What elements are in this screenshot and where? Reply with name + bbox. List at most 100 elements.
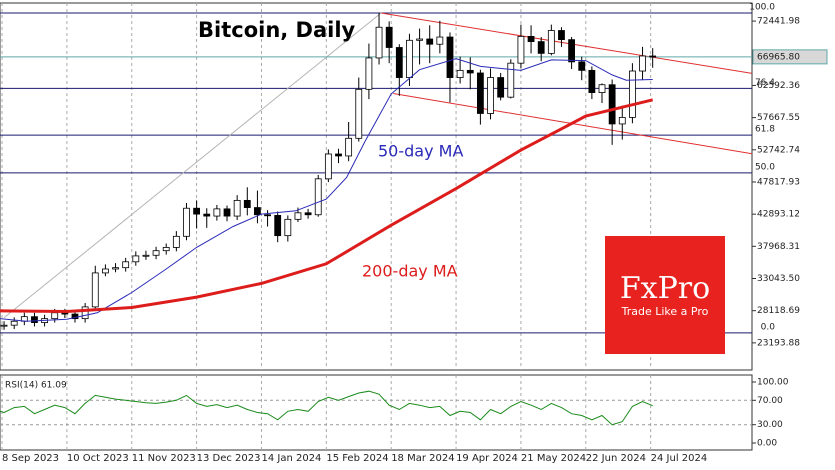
candle-body	[578, 61, 586, 71]
rsi-title: RSI(14) 61.09	[5, 381, 67, 391]
candle-body	[598, 84, 606, 93]
candle-body	[365, 57, 373, 90]
candle-body	[558, 30, 565, 41]
candle-body	[385, 26, 393, 48]
moving-average	[0, 98, 654, 314]
logo-box	[605, 236, 725, 354]
candle-body	[223, 208, 231, 217]
candle-body	[456, 69, 464, 78]
candle-body	[193, 207, 201, 215]
candle-body	[355, 88, 363, 139]
candle-body	[649, 55, 657, 58]
candle-body	[314, 178, 322, 216]
rsi-tick-label: 0.00	[757, 438, 777, 448]
x-tick-label: 19 Apr 2024	[456, 453, 518, 464]
moving-average	[0, 58, 653, 322]
candle-body	[446, 36, 454, 78]
rsi-line	[0, 390, 653, 426]
y-tick-label: 57667.55	[757, 113, 800, 123]
candle-body	[629, 70, 636, 118]
x-tick-label: 14 Jan 2024	[261, 453, 321, 464]
current-price-label: 66965.80	[757, 52, 800, 62]
y-tick-label: 72441.98	[757, 17, 800, 27]
candle-body	[476, 72, 484, 114]
candle-body	[10, 320, 18, 326]
candle-body	[142, 254, 150, 257]
x-tick-label: 22 Jun 2024	[586, 453, 646, 464]
candle-body	[547, 30, 555, 54]
candle-body	[172, 235, 180, 248]
rsi-tick-label: 100.00	[757, 378, 789, 388]
y-tick-label: 52742.74	[757, 145, 800, 155]
rsi-tick-label: 30.00	[757, 420, 783, 430]
candle-body	[497, 77, 505, 98]
candle-body	[122, 261, 130, 269]
fib-label: 76.4	[755, 78, 775, 88]
candle-body	[537, 41, 545, 54]
current-price-box	[752, 49, 828, 65]
candle-body	[254, 207, 261, 216]
candle-body	[335, 153, 342, 157]
candle-body	[588, 69, 596, 93]
candle-body	[264, 214, 271, 217]
y-tick-label: 28118.69	[757, 306, 800, 316]
candle-body	[324, 153, 332, 180]
chart-title: Bitcoin, Daily	[198, 18, 356, 42]
y-tick-label: 42893.12	[757, 210, 800, 220]
x-tick-label: 13 Dec 2023	[197, 453, 261, 464]
fib-label: 0.0	[761, 322, 776, 332]
channel-line	[380, 12, 753, 74]
main-plot	[0, 12, 753, 426]
logo-brand: FxPro	[620, 271, 710, 306]
candle-body	[91, 272, 99, 308]
candle-body	[345, 137, 353, 157]
y-tick-label: 62592.36	[757, 81, 800, 91]
x-tick-label: 10 Oct 2023	[67, 453, 129, 464]
candle-body	[243, 199, 251, 208]
candle-body	[0, 324, 8, 327]
y-tick-label: 23193.88	[757, 338, 800, 348]
candle-body	[375, 26, 383, 59]
candle-body	[71, 313, 79, 320]
fib-label: 50.0	[755, 162, 775, 172]
x-tick-label: 18 Mar 2024	[391, 453, 454, 464]
x-tick-label: 24 Jul 2024	[651, 453, 708, 464]
logo-tagline: Trade Like a Pro	[621, 305, 709, 318]
channel-line	[3, 12, 382, 319]
candle-body	[507, 62, 515, 98]
candle-body	[395, 47, 403, 78]
candle-body	[274, 215, 282, 237]
candle-body	[183, 207, 190, 237]
candle-body	[304, 212, 312, 216]
candle-body	[233, 199, 241, 217]
x-tick-label: 8 Sep 2023	[2, 453, 59, 464]
candle-body	[81, 306, 89, 320]
series-label: 200-day MA	[362, 262, 458, 281]
x-tick-label: 11 Nov 2023	[132, 453, 196, 464]
candle-body	[608, 84, 616, 125]
candle-body	[102, 268, 109, 274]
candle-body	[487, 77, 494, 114]
candle-body	[162, 247, 170, 252]
candle-body	[112, 267, 119, 270]
series-label: 50-day MA	[378, 142, 463, 161]
candle-body	[416, 38, 423, 41]
x-tick-label: 21 May 2024	[521, 453, 586, 464]
candle-body	[31, 316, 38, 323]
candle-body	[213, 208, 221, 217]
candle-body	[517, 35, 525, 64]
candle-body	[426, 38, 434, 45]
candle-body	[294, 212, 302, 220]
candle-body	[436, 36, 444, 45]
fib-label: 61.8	[755, 125, 775, 135]
candle-body	[618, 117, 626, 125]
candle-body	[284, 218, 292, 237]
candle-body	[568, 39, 576, 63]
candle-body	[406, 39, 413, 78]
y-tick-label: 37968.31	[757, 242, 800, 252]
candle-body	[639, 55, 646, 72]
candle-body	[132, 255, 140, 263]
y-tick-label: 47817.93	[757, 177, 800, 187]
